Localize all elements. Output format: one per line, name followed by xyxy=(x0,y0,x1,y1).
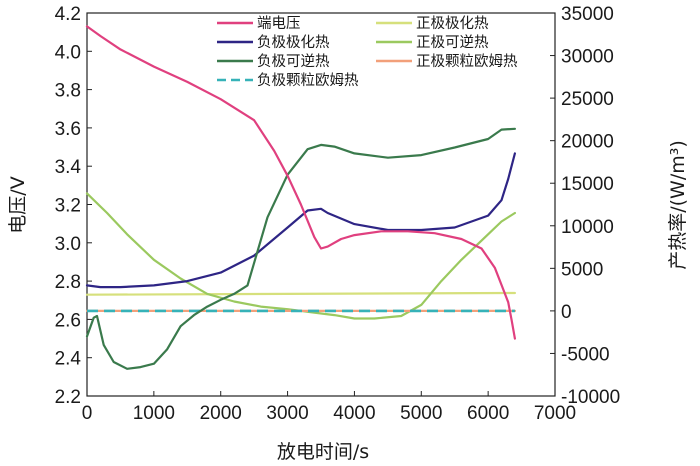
y-right-tick-label: -10000 xyxy=(561,387,620,408)
y-left-tick-label: 2.8 xyxy=(55,272,81,293)
x-axis-title: 放电时间/s xyxy=(277,441,369,463)
y-right-tick-label: 30000 xyxy=(561,47,614,68)
y-left-tick-label: 3.0 xyxy=(55,234,81,255)
x-tick-label: 7000 xyxy=(534,403,576,424)
legend-label: 正极极化热 xyxy=(416,15,489,32)
series-layer xyxy=(85,25,517,370)
y-right-tick-label: 15000 xyxy=(561,174,614,195)
series-line-6 xyxy=(85,192,517,320)
legend-label: 端电压 xyxy=(257,15,301,32)
y-left-tick-label: 2.4 xyxy=(55,349,82,370)
y-left-tick-label: 3.2 xyxy=(55,196,81,217)
legend-label: 正极颗粒欧姆热 xyxy=(416,53,518,70)
series-line-3 xyxy=(85,127,517,370)
plot-border xyxy=(86,12,556,397)
y-right-tick-label: 25000 xyxy=(561,89,614,110)
y-right-tick-label: 5000 xyxy=(561,259,603,280)
series-line-1 xyxy=(85,25,517,340)
y-left-tick-label: 4.0 xyxy=(55,42,81,63)
y-right-tick-label: 0 xyxy=(561,302,572,323)
y-left-tick-label: 3.6 xyxy=(55,119,81,140)
legend-label: 负极颗粒欧姆热 xyxy=(257,72,359,89)
y-left-tick-label: 4.2 xyxy=(55,4,81,25)
x-tick-label: 0 xyxy=(82,403,93,424)
legend-label: 负极极化热 xyxy=(257,34,330,51)
series-line-5 xyxy=(85,291,517,296)
series-line-2 xyxy=(85,152,517,289)
x-tick-label: 3000 xyxy=(266,403,308,424)
y-left-tick-label: 3.8 xyxy=(55,81,81,102)
plot-area xyxy=(86,12,556,397)
y-axis-left-title: 电压/V xyxy=(7,176,29,233)
y-left-tick-label: 2.6 xyxy=(55,310,81,331)
y-axis-right-title: 产热率/(W/m³) xyxy=(667,140,689,270)
y-right-tick-label: -5000 xyxy=(561,344,610,365)
legend-label: 负极可逆热 xyxy=(257,53,330,70)
x-tick-label: 6000 xyxy=(467,403,509,424)
x-tick-label: 5000 xyxy=(400,403,442,424)
y-right-tick-label: 20000 xyxy=(561,132,614,153)
legend-label: 正极可逆热 xyxy=(416,34,489,51)
x-tick-label: 2000 xyxy=(200,403,242,424)
y-left-tick-label: 3.4 xyxy=(55,157,82,178)
x-tick-label: 4000 xyxy=(333,403,375,424)
y-right-tick-label: 35000 xyxy=(561,4,614,25)
y-right-tick-label: 10000 xyxy=(561,217,614,238)
tick-layer: 0 1000 2000 3000 4000 5000 6000 7000 2.2 2.4 2.6 2.… xyxy=(55,4,621,424)
x-tick-label: 1000 xyxy=(133,403,175,424)
y-left-tick-label: 2.2 xyxy=(55,387,81,408)
